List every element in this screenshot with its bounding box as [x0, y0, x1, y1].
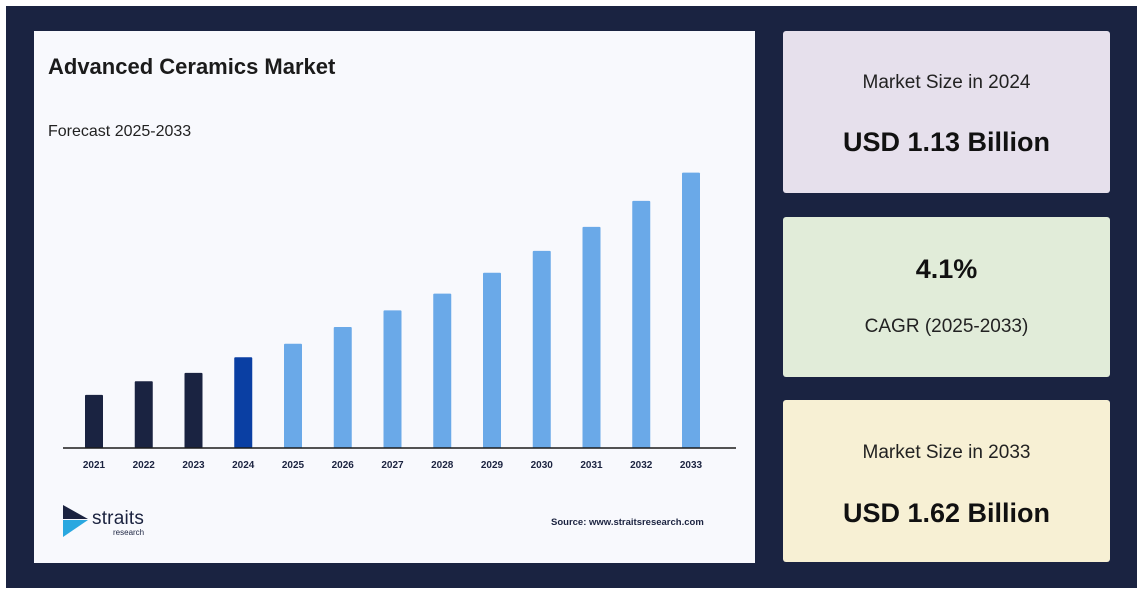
- x-tick-label: 2022: [133, 460, 156, 471]
- bar-2025: [284, 343, 302, 448]
- bar-2026: [333, 327, 352, 448]
- cagr-card: 4.1% CAGR (2025-2033): [783, 217, 1110, 377]
- bar-2029: [483, 272, 501, 448]
- x-tick-label: 2026: [332, 460, 355, 471]
- bar-2033: [682, 172, 700, 448]
- card3-value: USD 1.62 Billion: [842, 498, 1051, 528]
- x-tick-label: 2030: [531, 460, 554, 471]
- x-tick-label: 2031: [580, 460, 603, 471]
- x-tick-label: 2024: [232, 460, 255, 471]
- bar-2024: [234, 357, 253, 448]
- card1-value: USD 1.13 Billion: [842, 127, 1051, 157]
- x-tick-label: 2023: [182, 460, 205, 471]
- card2-value: 4.1%: [915, 254, 978, 284]
- bar-2032: [632, 200, 651, 448]
- logo-wordmark: straits: [92, 508, 145, 529]
- chart-title: Advanced Ceramics Market: [48, 54, 336, 79]
- card2-label: CAGR (2025-2033): [864, 316, 1029, 337]
- x-tick-label: 2033: [680, 460, 703, 471]
- x-tick-label: 2021: [83, 460, 106, 471]
- x-tick-label: 2029: [481, 460, 504, 471]
- logo-mark-icon: [63, 505, 88, 537]
- card3-label: Market Size in 2033: [862, 442, 1031, 463]
- bar-2028: [433, 293, 452, 448]
- logo-subtext: research: [113, 528, 145, 537]
- market-size-2024-card: Market Size in 2024 USD 1.13 Billion: [783, 31, 1110, 193]
- source-note: Source: www.straitsresearch.com: [551, 517, 704, 528]
- bar-2031: [582, 226, 601, 448]
- x-tick-label: 2027: [381, 460, 404, 471]
- bar-2022: [134, 381, 153, 448]
- x-tick-label: 2028: [431, 460, 454, 471]
- bar-2027: [383, 310, 402, 448]
- market-size-2033-card: Market Size in 2033 USD 1.62 Billion: [783, 400, 1110, 562]
- x-tick-label: 2025: [282, 460, 305, 471]
- card1-label: Market Size in 2024: [862, 72, 1031, 93]
- straits-logo: straits research: [62, 502, 172, 542]
- bar-2021: [85, 394, 103, 448]
- bar-2023: [184, 372, 203, 448]
- x-tick-label: 2032: [630, 460, 653, 471]
- chart-subtitle: Forecast 2025-2033: [48, 123, 192, 140]
- bar-2030: [532, 250, 551, 448]
